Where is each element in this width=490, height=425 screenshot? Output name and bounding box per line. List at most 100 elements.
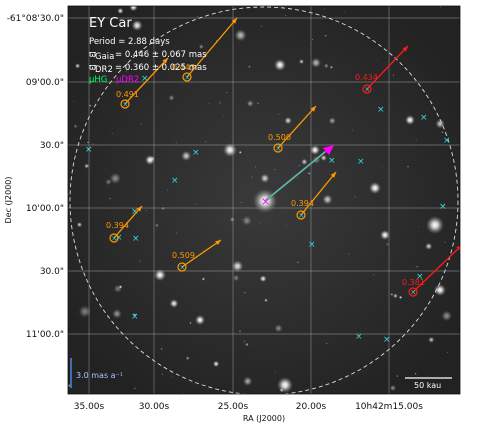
field-star-marker: × — [328, 156, 336, 166]
background-star — [133, 313, 137, 317]
background-star — [298, 164, 300, 167]
companion-parallax-label: 0.500 — [268, 133, 291, 142]
background-star — [296, 261, 300, 264]
background-star — [120, 91, 123, 94]
background-star — [202, 250, 204, 252]
companion-parallax-label: 0.381 — [402, 278, 425, 287]
arrowhead — [162, 58, 168, 64]
background-star — [241, 215, 252, 226]
background-star — [322, 194, 333, 205]
x-axis-label: RA (J2000) — [243, 414, 285, 423]
background-star — [198, 44, 204, 50]
bright-star — [380, 230, 390, 240]
background-star — [285, 225, 287, 227]
background-star — [324, 34, 328, 37]
background-star — [260, 173, 270, 183]
background-star — [390, 292, 394, 296]
background-star — [212, 360, 220, 368]
background-star — [241, 218, 243, 220]
background-star — [254, 166, 256, 168]
x-tick-label: 35.00s — [74, 402, 105, 412]
background-star — [160, 347, 163, 351]
companion-cross: × — [179, 264, 185, 272]
arrowhead — [402, 46, 408, 52]
background-star — [189, 321, 192, 325]
background-star — [109, 197, 111, 200]
background-star — [99, 61, 101, 63]
background-star — [351, 129, 353, 131]
companion-marker — [362, 84, 372, 94]
field-star-markers: ×× ××× ××××××× ××××× × — [85, 74, 451, 345]
background-star — [139, 260, 141, 262]
field-star-marker: × — [383, 335, 391, 345]
companion-candidates: ×0.491×0.443×0.434×0.500×0.394×0.394×0.5… — [106, 17, 460, 297]
background-star — [76, 222, 83, 228]
x-axis: 35.00s 30.00s 25.00s 20.00s 10h42m15.00s… — [74, 402, 423, 423]
proper-motion-arrow — [277, 105, 317, 149]
svg-text:3.0 mas a⁻¹: 3.0 mas a⁻¹ — [76, 371, 123, 380]
legend-mu-hg: μHG — [89, 75, 107, 85]
svg-text:= 0.446 ± 0.067 mas: = 0.446 ± 0.067 mas — [115, 50, 207, 60]
chart-title: EY Car — [89, 16, 132, 31]
proper-motion-arrow — [124, 57, 169, 105]
background-star — [389, 384, 397, 392]
background-star — [95, 68, 97, 70]
background-star — [172, 376, 174, 378]
legend-mu-dr2: μDR2 — [116, 75, 139, 85]
background-star — [125, 70, 127, 72]
target-marker: × — [261, 195, 270, 208]
background-star — [274, 169, 276, 171]
y-tick-label: 30.0" — [40, 141, 64, 151]
bright-star — [145, 155, 155, 165]
companion-cross: × — [111, 235, 117, 243]
mu-dr2-arrowhead — [323, 145, 334, 155]
background-star — [415, 139, 417, 141]
background-star — [109, 172, 122, 185]
background-star — [259, 275, 267, 283]
proper-motion-arrow — [366, 45, 409, 90]
legend-parallax-gaia: ϖ Gaia = 0.446 ± 0.067 mas — [89, 50, 207, 62]
arrowhead — [330, 172, 336, 178]
background-star — [301, 158, 308, 166]
companion-parallax-label: 0.434 — [355, 73, 378, 82]
bright-star — [277, 377, 293, 393]
y-tick-label: 10'00.0" — [26, 204, 64, 214]
background-star — [133, 19, 135, 22]
background-star — [140, 123, 142, 125]
background-star — [161, 206, 165, 211]
background-star — [72, 100, 74, 102]
background-star — [234, 29, 247, 42]
background-star — [166, 189, 168, 191]
companion-cross: × — [122, 101, 128, 109]
background-star — [145, 209, 148, 212]
background-star — [154, 223, 159, 228]
background-star — [343, 11, 345, 13]
x-tick-label: 10h42m15.00s — [355, 402, 423, 412]
background-star — [231, 260, 244, 273]
y-axis: -61°08'30.0" 09'00.0" 30.0" 10'00.0" 30.… — [4, 14, 64, 340]
legend-period: Period = 2.88 days — [89, 37, 170, 47]
arrowhead — [136, 206, 142, 212]
field-star-marker: × — [115, 233, 123, 243]
field-star-marker: × — [308, 240, 316, 250]
background-star — [84, 163, 90, 169]
background-star — [328, 117, 336, 125]
x-tick-label: 25.00s — [218, 402, 249, 412]
background-star — [414, 372, 417, 375]
background-star — [348, 253, 350, 255]
background-star — [277, 113, 280, 116]
plot-frame — [67, 5, 461, 395]
field-star-marker: × — [141, 74, 149, 84]
background-star — [87, 141, 89, 144]
background-star — [229, 217, 235, 222]
bright-star — [223, 143, 237, 157]
y-tick-label: 09'00.0" — [26, 78, 64, 88]
companion-marker — [120, 99, 130, 109]
background-star — [243, 340, 246, 343]
background-star — [428, 336, 435, 343]
y-tick-label: 30.0" — [40, 267, 64, 277]
companion-cross: × — [275, 145, 281, 153]
companion-3: × 0.434 — [355, 45, 409, 94]
field-star-marker: × — [131, 207, 139, 217]
field-star-marker: × — [416, 272, 424, 282]
